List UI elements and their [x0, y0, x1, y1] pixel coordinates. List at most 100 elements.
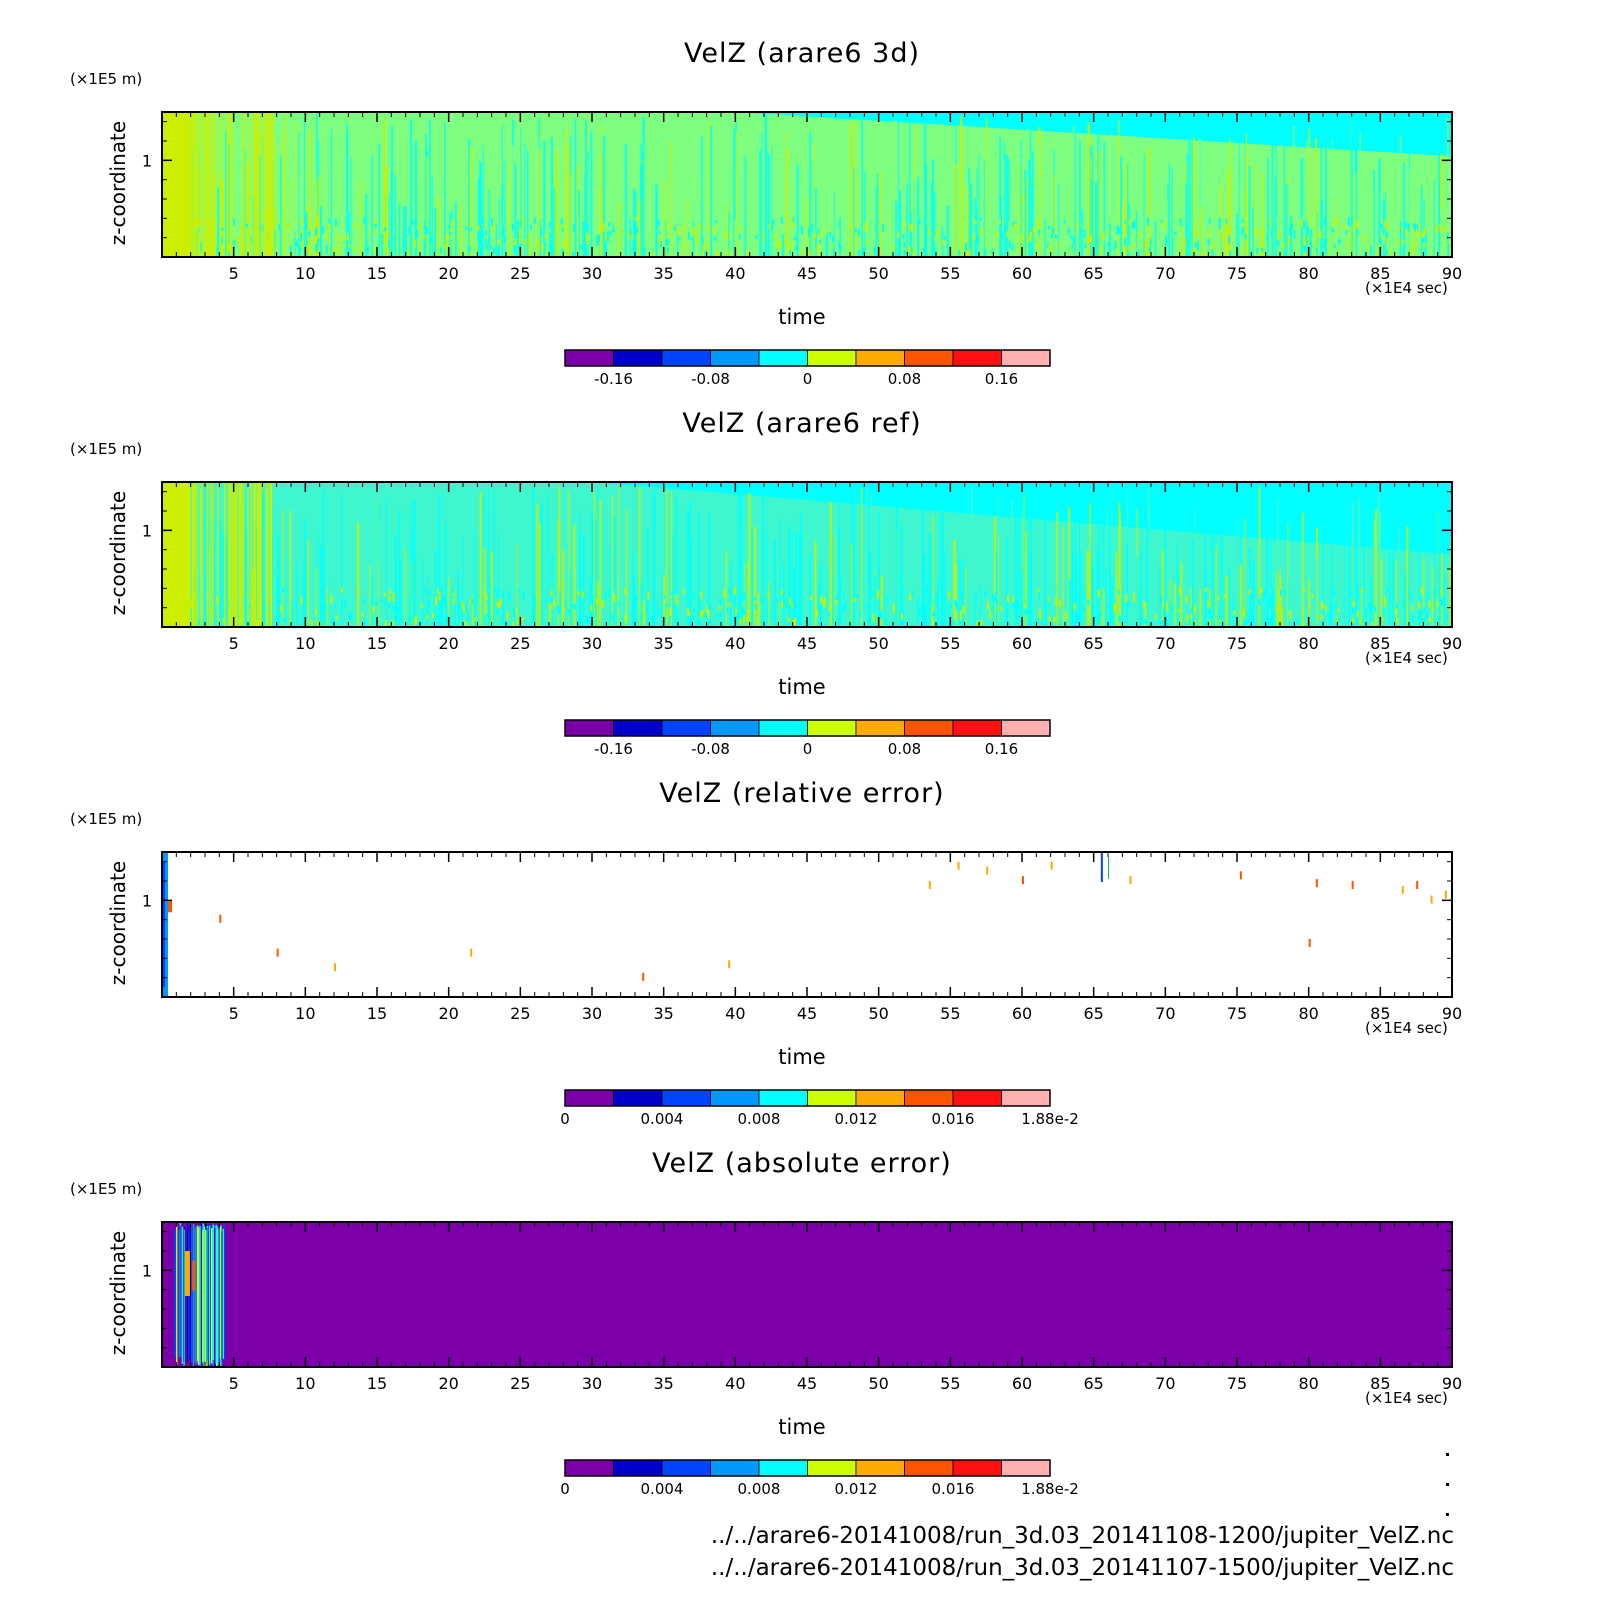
- colorbar-box: [710, 719, 760, 737]
- colorbar-box: [613, 1459, 663, 1477]
- x-tick-label: 65: [1083, 634, 1103, 653]
- x-tick-label: 80: [1298, 1004, 1318, 1023]
- colorbar-box: [855, 1459, 905, 1477]
- colorbar-tick-label: 0.08: [888, 370, 921, 388]
- colorbar-box: [807, 349, 857, 367]
- colorbar-box: [807, 1089, 857, 1107]
- colorbar-tick-label: 0: [803, 370, 813, 388]
- chart-panel-3: VelZ (relative error) (×1E5 m) (×1E4 sec) z…: [0, 740, 1604, 1128]
- y-tick-label: 1: [142, 151, 152, 170]
- x-tick-label: 5: [229, 634, 239, 653]
- colorbar-box: [855, 1089, 905, 1107]
- colorbar-box: [758, 719, 808, 737]
- x-tick-label: 65: [1083, 1374, 1103, 1393]
- x-tick-label: 55: [940, 264, 960, 283]
- x-tick-label: 20: [438, 1374, 458, 1393]
- colorbar-tick-label: 0.004: [641, 1480, 684, 1498]
- x-tick-label: 80: [1298, 1374, 1318, 1393]
- x-tick-label: 60: [1012, 1374, 1032, 1393]
- chart-panel-1: VelZ (arare6 3d) (×1E5 m) (×1E4 sec) z-coor…: [0, 0, 1604, 388]
- colorbar-box: [661, 349, 711, 367]
- heatmap-field: [162, 482, 1452, 627]
- x-tick-label: 90: [1442, 1004, 1462, 1023]
- y-tick-label: 1: [142, 891, 152, 910]
- x-tick-label: 50: [868, 1004, 888, 1023]
- colorbar-tick-label: 0.004: [641, 1110, 684, 1128]
- chart-panel-2: VelZ (arare6 ref) (×1E5 m) (×1E4 sec) z-coo…: [0, 370, 1604, 758]
- colorbar-box: [1001, 1459, 1051, 1477]
- colorbar-tick-label: 0.016: [932, 1110, 975, 1128]
- chart-title: VelZ (arare6 ref): [682, 408, 922, 439]
- x-tick-label: 70: [1155, 1374, 1175, 1393]
- x-tick-label: 50: [868, 264, 888, 283]
- colorbar-tick-label: -0.08: [691, 740, 730, 758]
- x-axis-label: time: [778, 1415, 826, 1439]
- colorbar-box: [904, 1089, 954, 1107]
- colorbar-frame: [564, 719, 1051, 737]
- file-path-2: ../../arare6-20141008/run_3d.03_20141107…: [710, 1555, 1454, 1581]
- x-tick-label: 75: [1227, 634, 1247, 653]
- x-tick-label: 15: [367, 634, 387, 653]
- colorbar-box: [1001, 719, 1051, 737]
- colorbar-tick-label: 0.008: [738, 1480, 781, 1498]
- x-tick-label: 10: [295, 264, 315, 283]
- x-tick-label: 55: [940, 634, 960, 653]
- colorbar-box: [758, 349, 808, 367]
- x-axis-unit: (×1E4 sec): [1365, 1389, 1448, 1407]
- x-axis-unit: (×1E4 sec): [1365, 279, 1448, 297]
- colorbar-frame: [564, 1459, 1051, 1477]
- colorbar-box: [661, 719, 711, 737]
- x-tick-label: 45: [797, 264, 817, 283]
- colorbar-box: [661, 1459, 711, 1477]
- x-tick-label: 85: [1370, 264, 1390, 283]
- colorbar-tick-label: 0.008: [738, 1110, 781, 1128]
- colorbar-box: [952, 719, 1002, 737]
- colorbar-box: [758, 1459, 808, 1477]
- colorbar-tick-label: 0: [560, 1110, 570, 1128]
- colorbar-tick-label: 1.88e-2: [1021, 1110, 1079, 1128]
- y-tick-label: 1: [142, 1261, 152, 1280]
- stray-dot: [1446, 1483, 1449, 1486]
- x-tick-label: 80: [1298, 264, 1318, 283]
- x-tick-label: 40: [725, 1374, 745, 1393]
- colorbar-frame: [564, 1089, 1051, 1107]
- x-tick-label: 70: [1155, 634, 1175, 653]
- x-tick-label: 25: [510, 634, 530, 653]
- x-tick-label: 75: [1227, 264, 1247, 283]
- colorbar-box: [710, 349, 760, 367]
- x-tick-label: 30: [582, 264, 602, 283]
- colorbar-box: [564, 1089, 614, 1107]
- x-tick-label: 15: [367, 1004, 387, 1023]
- x-tick-label: 55: [940, 1004, 960, 1023]
- heatmap-field: [162, 112, 1452, 257]
- x-axis-label: time: [778, 675, 826, 699]
- x-tick-label: 85: [1370, 634, 1390, 653]
- x-tick-label: 10: [295, 634, 315, 653]
- stray-dot: [1446, 1453, 1449, 1456]
- x-tick-label: 5: [229, 1004, 239, 1023]
- file-paths: ../../arare6-20141008/run_3d.03_20141108…: [711, 1520, 1454, 1584]
- chart-title: VelZ (arare6 3d): [683, 38, 921, 69]
- x-tick-label: 45: [797, 1004, 817, 1023]
- colorbar-tick-label: 0.08: [888, 740, 921, 758]
- chart-panel-4: VelZ (absolute error) (×1E5 m) (×1E4 sec) z…: [0, 1110, 1604, 1498]
- x-tick-label: 5: [229, 1374, 239, 1393]
- x-tick-label: 35: [653, 634, 673, 653]
- x-tick-label: 20: [438, 634, 458, 653]
- colorbar-box: [613, 349, 663, 367]
- x-tick-label: 40: [725, 264, 745, 283]
- colorbar-box: [904, 349, 954, 367]
- x-axis-unit: (×1E4 sec): [1365, 649, 1448, 667]
- colorbar-tick-label: 0.016: [932, 1480, 975, 1498]
- x-tick-label: 15: [367, 1374, 387, 1393]
- x-tick-label: 10: [295, 1004, 315, 1023]
- colorbar-box: [564, 349, 614, 367]
- x-tick-label: 75: [1227, 1374, 1247, 1393]
- colorbar-tick-label: 1.88e-2: [1021, 1480, 1079, 1498]
- colorbar-frame: [564, 349, 1051, 367]
- x-tick-label: 25: [510, 1374, 530, 1393]
- x-tick-label: 45: [797, 1374, 817, 1393]
- colorbar-box: [758, 1089, 808, 1107]
- x-tick-label: 50: [868, 1374, 888, 1393]
- chart-title: VelZ (relative error): [659, 778, 945, 809]
